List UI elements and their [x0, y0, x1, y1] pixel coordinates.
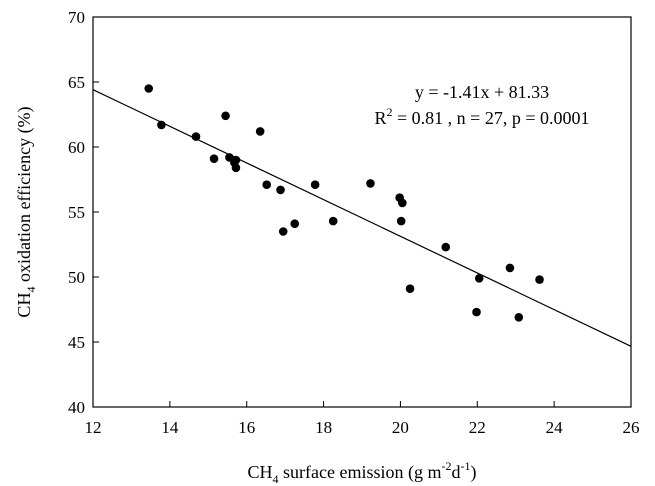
data-point [328, 216, 338, 226]
plot-frame [92, 16, 632, 408]
x-axis-label: CH4 surface emission (g m-2d-1) [248, 459, 477, 486]
data-point [405, 284, 415, 294]
data-point [310, 180, 320, 189]
data-point [221, 111, 230, 121]
data-point [366, 179, 375, 188]
data-point [262, 180, 271, 189]
y-tick-label: 70 [68, 8, 85, 27]
regression-line [92, 89, 632, 347]
data-point [157, 120, 166, 130]
x-tick-label: 26 [623, 418, 640, 437]
x-tick-label: 22 [469, 418, 486, 437]
y-tick-label: 55 [68, 203, 85, 222]
data-point [209, 154, 219, 163]
data-point [396, 216, 406, 226]
x-tick-label: 12 [85, 418, 102, 437]
data-point [255, 127, 265, 136]
regression-stats: R2 = 0.81 , n = 27, p = 0.0001 [375, 105, 590, 128]
x-tick-label: 18 [315, 418, 332, 437]
y-tick-label: 65 [68, 73, 85, 92]
data-point [191, 132, 201, 141]
x-tick-label: 20 [392, 418, 409, 437]
data-point [514, 313, 524, 322]
data-point [144, 84, 154, 93]
y-tick-label: 50 [68, 268, 85, 287]
data-point [278, 227, 288, 236]
data-point [474, 274, 484, 283]
x-tick-label: 16 [238, 418, 255, 437]
data-point [231, 155, 241, 165]
x-tick-label: 14 [161, 418, 179, 437]
data-point [398, 198, 407, 208]
data-point [276, 185, 285, 195]
data-point [535, 275, 544, 284]
data-point [231, 163, 241, 173]
y-tick-label: 40 [68, 398, 85, 417]
regression-equation: y = -1.41x + 81.33 [415, 82, 549, 102]
y-axis-label: CH4 oxidation efficiency (%) [14, 106, 38, 317]
data-point [441, 242, 451, 252]
x-tick-label: 24 [546, 418, 564, 437]
y-tick-label: 45 [68, 333, 85, 352]
y-tick-label: 60 [68, 138, 85, 157]
data-point [290, 219, 300, 228]
data-point [472, 307, 481, 317]
data-point [505, 263, 515, 273]
